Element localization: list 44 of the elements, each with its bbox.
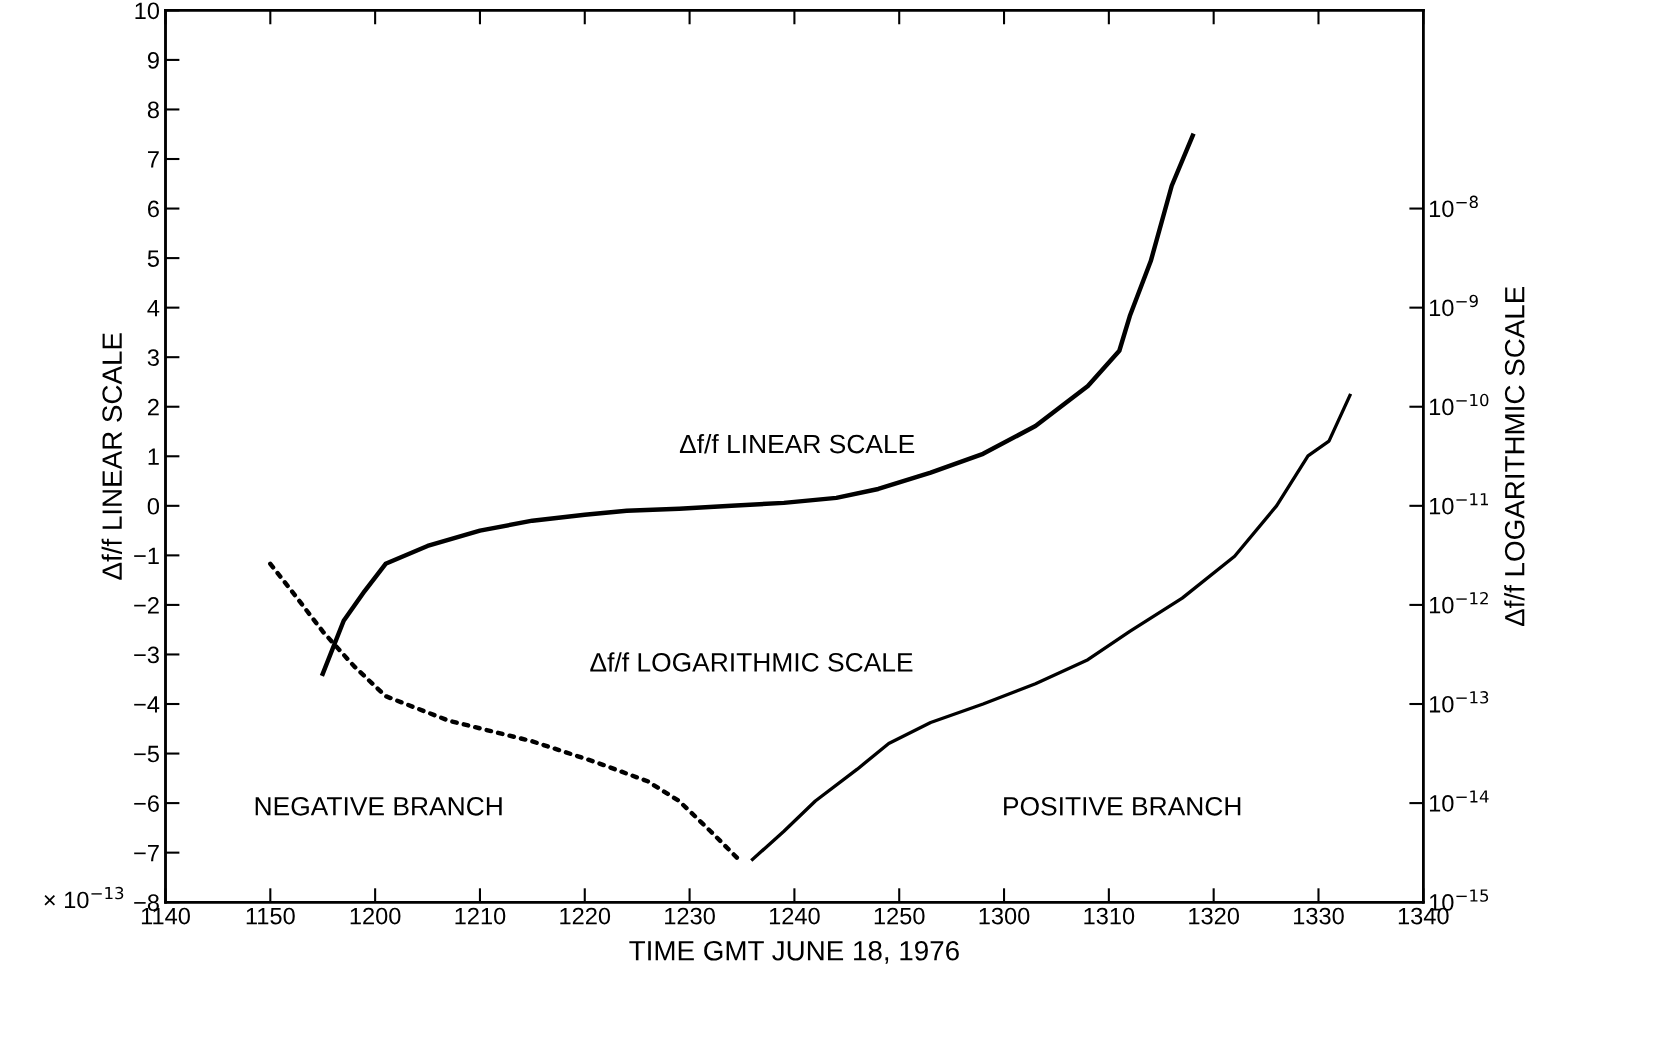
x-tick-label: 1200 [350,907,401,925]
y-tick-label: −1 [134,547,159,564]
y-tick-label: 2 [148,398,159,416]
y-tick-label: 1 [148,448,159,465]
x-tick-label: 1330 [1294,907,1344,925]
series-label: Δf/f LINEAR SCALE [679,434,915,454]
text: Δf/f LOGARITHMIC SCALE [590,652,913,672]
annotation: NEGATIVE BRANCH [255,796,502,816]
y-tick-label: −6 [134,795,159,812]
y-tick-label: 3 [147,349,159,366]
x-tick-label: 1210 [455,907,506,925]
y-axis-title: Δf/f LINEAR SCALE [101,333,122,580]
y-tick-label: 6 [148,200,159,218]
y2-tick-label: 10$^{−14}$ [1429,790,1489,812]
x-tick-label: 1320 [1189,907,1240,925]
y2-tick-label: 10$^{−9}$ [1429,294,1478,317]
y2-tick-label: 10$^{−10}$ [1429,393,1489,416]
y-tick-label: 10 [135,2,160,20]
y-tick-label: −4 [134,696,160,713]
y-tick-label: 9 [147,51,159,69]
x-tick-label: 1310 [1084,907,1135,925]
y-tick-label: 8 [147,101,159,119]
y2-tick-label: 10$^{−11}$ [1429,493,1488,515]
x-tick-label: 1250 [874,907,925,925]
y-tick-label: 4 [147,299,160,317]
x-tick-label: 1300 [979,907,1030,925]
text: × 10$^{−13}$ [44,886,124,909]
annotation: POSITIVE BRANCH [1004,796,1241,816]
y2-axis-title: Δf/f LOGARITHMIC SCALE [1504,286,1525,627]
x-tick-label: 1230 [665,907,715,925]
y-tick-label: 0 [147,497,160,515]
x-tick-label: 1240 [769,907,820,925]
y2-tick-label: 10$^{−13}$ [1429,691,1489,713]
y2-tick-label: 10$^{−12}$ [1429,591,1488,614]
y-tick-label: −3 [134,646,159,664]
y-tick-label: 5 [147,250,159,267]
y-tick-label: 7 [148,151,159,168]
y-tick-label: −2 [134,596,159,614]
y2-tick-label: 10$^{−8}$ [1429,195,1478,218]
y-tick-label: −7 [134,844,159,862]
y-tick-label: −5 [134,745,159,763]
x-axis-title: TIME GMT JUNE 18, 1976 [629,940,959,964]
x-tick-label: 1150 [246,907,295,925]
x-tick-label: 1220 [560,907,611,925]
